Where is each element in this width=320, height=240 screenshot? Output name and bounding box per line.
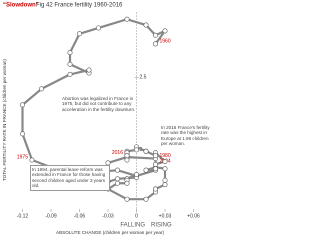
data-point (153, 166, 159, 172)
data-point (162, 177, 168, 183)
data-point (124, 196, 130, 202)
data-point (124, 180, 130, 186)
x-tick-label: -0.09 (45, 213, 57, 219)
x-axis-label: ABSOLUTE CHANGE (children per woman per … (56, 230, 164, 235)
annotation: Abortion was legalized in France in 1975… (62, 96, 136, 112)
annotation: In 2016 France's fertility rate was the … (161, 125, 210, 147)
data-point (124, 16, 130, 22)
annotation: In 1994, parental leave reform was exten… (30, 165, 110, 191)
data-point (143, 148, 149, 154)
y-tick-label: 2.5 (140, 75, 147, 81)
x-tick-label: -0.12 (17, 213, 29, 219)
point-label: 1980 (160, 153, 171, 159)
data-point (29, 157, 35, 163)
data-point (153, 41, 159, 47)
data-point (67, 71, 73, 77)
point-label: 1975 (17, 154, 28, 160)
chart-title: Fig 42 France fertility 1960-2016 (36, 3, 123, 9)
x-tick-label: +0.06 (187, 213, 200, 219)
x-tick-label: -0.06 (74, 213, 86, 219)
data-point (162, 158, 168, 164)
point-label: 2016 (112, 150, 123, 156)
falling-label: FALLING (120, 223, 145, 229)
data-point (153, 153, 159, 159)
data-point (19, 102, 25, 108)
data-point (115, 167, 121, 173)
data-point (124, 153, 130, 159)
data-point (143, 196, 149, 202)
title-highlight: “Slowdown” (3, 3, 39, 9)
data-point (115, 180, 121, 186)
page: “Slowdown” Fig 42 France fertility 1960-… (2, 2, 210, 236)
data-point (143, 22, 149, 28)
data-point (67, 61, 73, 67)
data-point (134, 172, 140, 178)
y-axis-label: TOTAL FERTILITY RATE IN FRANCE (children… (2, 59, 7, 181)
data-point (77, 31, 83, 37)
data-point (162, 166, 168, 172)
data-point (19, 131, 25, 137)
data-point (153, 161, 159, 167)
chart: “Slowdown” Fig 42 France fertility 1960-… (2, 3, 200, 236)
x-tick-label: -0.03 (102, 213, 114, 219)
data-point (38, 86, 44, 92)
rising-label: RISING (151, 223, 172, 229)
data-point (153, 32, 159, 38)
data-point (96, 25, 102, 31)
data-point (143, 167, 149, 173)
data-point (153, 186, 159, 192)
x-tick-label: +0.03 (159, 213, 172, 219)
point-label: 1960 (160, 38, 171, 44)
data-point (115, 176, 121, 182)
data-point (162, 182, 168, 188)
x-tick-label: 0 (135, 213, 138, 219)
data-point (134, 147, 140, 153)
data-point (162, 28, 168, 34)
data-point (67, 50, 73, 56)
data-point (124, 157, 130, 163)
data-point (86, 67, 92, 73)
